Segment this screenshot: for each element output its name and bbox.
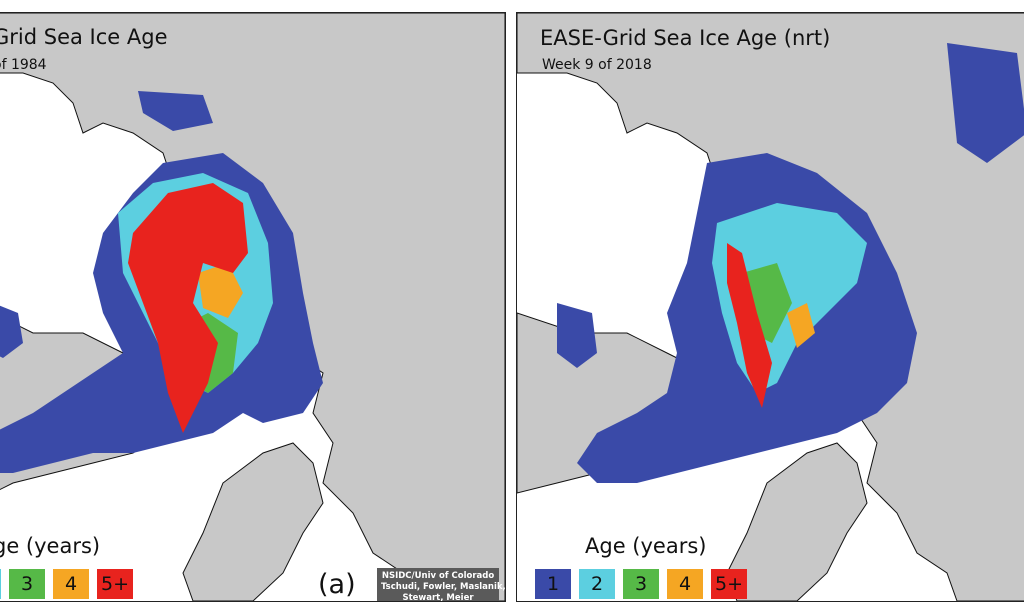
legend-title: Age (years) <box>585 534 707 558</box>
legend-swatch-4: 4 <box>53 569 89 599</box>
legend-swatch-5plus: 5+ <box>97 569 133 599</box>
ice-first-year-west <box>0 305 23 358</box>
legend-swatch-4: 4 <box>667 569 703 599</box>
ice-fourth-year <box>198 263 243 318</box>
map-subtitle: Week 9 of 2018 <box>542 57 652 73</box>
age-legend: 3 4 5+ <box>0 569 133 599</box>
credit-line: Stewart, Meier <box>402 593 474 602</box>
legend-swatch-2: 2 <box>579 569 615 599</box>
ice-five-plus <box>128 183 248 433</box>
legend-swatch-3: 3 <box>9 569 45 599</box>
ice-first-year-north <box>947 43 1024 163</box>
legend-title: ge (years) <box>0 534 101 558</box>
legend-swatch-2 <box>0 569 1 599</box>
legend-swatch-5plus: 5+ <box>711 569 747 599</box>
map-2018 <box>517 13 1024 601</box>
ice-first-year-west <box>557 303 597 368</box>
ice-five-plus <box>727 243 772 408</box>
map-title: Grid Sea Ice Age <box>0 25 168 49</box>
credit-line: Tschudi, Fowler, Maslanik, <box>381 582 506 592</box>
panel-label: (a) <box>318 569 356 600</box>
map-1984 <box>0 13 505 601</box>
land-europe <box>726 442 868 601</box>
credit-box: NSIDC/Univ of Colorado Tschudi, Fowler, … <box>377 568 506 602</box>
ice-fourth-year <box>787 303 815 348</box>
map-panel-2018: EASE-Grid Sea Ice Age (nrt) Week 9 of 20… <box>516 12 1024 602</box>
map-subtitle: of 1984 <box>0 57 47 73</box>
map-panel-1984: Grid Sea Ice Age of 1984 ge (years) 3 4 … <box>0 12 506 602</box>
map-title: EASE-Grid Sea Ice Age (nrt) <box>540 26 831 50</box>
legend-swatch-3: 3 <box>623 569 659 599</box>
credit-line: NSIDC/Univ of Colorado <box>381 571 495 581</box>
land-europe <box>182 442 324 601</box>
ice-first-year-north <box>138 91 213 131</box>
legend-swatch-1: 1 <box>535 569 571 599</box>
age-legend: 1 2 3 4 5+ <box>535 569 747 599</box>
